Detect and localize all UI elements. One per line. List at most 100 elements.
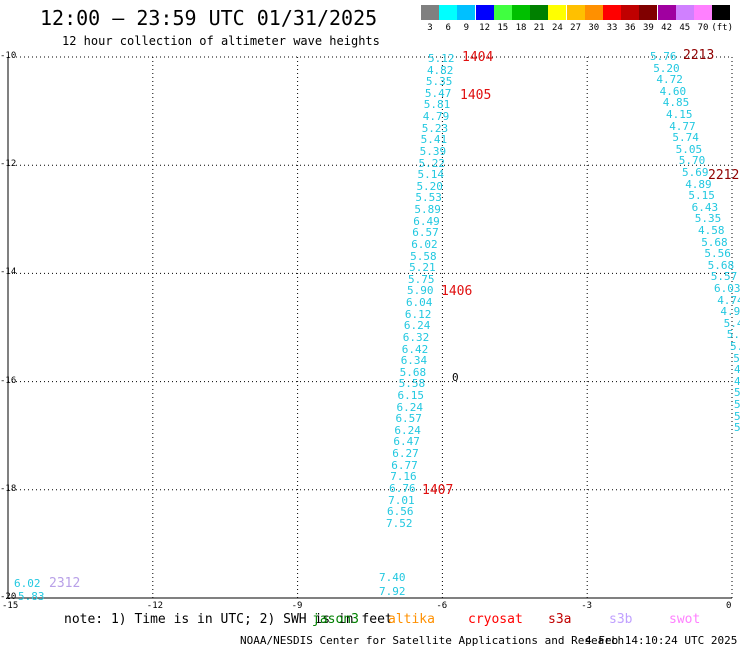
legend-label: 15 [497,23,509,33]
swh-value: 6.47 [393,435,420,449]
legend-label: 36 [624,23,636,33]
swh-value: 4.85 [662,96,690,110]
legend-label: 18 [515,23,527,33]
swh-value: 6.49 [413,214,440,228]
swh-value: 6.24 [394,423,421,437]
swh-value: 5.35 [694,212,722,226]
legend-swatch [603,5,621,20]
y-tick-label: -20 [0,592,17,602]
swh-value: 5.58 [410,249,437,263]
legend-label: 6 [445,23,451,33]
swh-value: 4.74 [717,293,740,307]
swh-value: 6.03 [714,282,740,295]
swh-value: 5.68 [399,365,427,379]
swh-value: 4.79 [422,110,450,124]
swh-value: 5.1 [734,386,740,400]
legend-swatch [694,5,712,20]
swh-value: 5.68 [701,235,728,249]
swh-value: 5.81 [423,98,451,112]
legend-label: 9 [463,23,470,33]
swh-value: 5.53 [415,191,442,205]
swh-value: 6.57 [412,226,439,240]
swh-value: 6.42 [401,342,429,356]
swh-value: 4.5 [734,363,740,377]
time-label: 1407 [422,483,454,498]
legend-swatch [512,5,530,20]
swh-value: 5.20 [653,61,680,75]
swh-value: 5.14 [730,340,740,353]
satellite-legend-altika: altika [388,612,435,627]
satellite-legend-swot: swot [669,612,701,627]
swh-value: 6.56 [387,505,414,519]
swh-value: 5.68 [707,258,735,272]
swh-value: 7.40 [379,571,406,584]
legend-label: 3 [427,23,433,33]
satellite-legend-jason3: jason3 [312,612,359,627]
page-title: 12:00 – 23:59 UTC 01/31/2025 [40,6,378,30]
swh-value: 6.12 [404,307,432,321]
swh-value: 5.21 [409,261,436,275]
x-tick-label: -15 [2,601,19,611]
swh-value: 4.72 [656,73,683,87]
swh-value: 5.47 [424,86,452,100]
swh-value: 5.74 [672,131,699,145]
swh-value: 6.77 [391,458,418,472]
satellite-legend-s3b: s3b [609,612,633,627]
y-tick-label: -14 [0,267,17,278]
swh-value: 6.15 [397,388,425,402]
swh-value: 6.57 [395,412,422,426]
x-tick-label: -6 [436,601,448,611]
swh-value: 6.04 [405,296,433,310]
swh-value: 6.76 [389,481,416,495]
swh-value: 5. [734,398,740,411]
note-row: note: 1) Time is in UTC; 2) SWH is in fe… [0,612,740,630]
swh-value: 5.90 [407,284,434,298]
swh-value: 4.77 [669,119,696,133]
swh-value: 5.39 [726,328,740,342]
swh-value: 5.35 [733,351,740,365]
legend-swatch [712,5,731,20]
swh-value: 6.02 [411,237,438,251]
swh-value: 5.39 [419,144,447,158]
legend-swatch [493,5,512,20]
legend-swatch [530,5,549,20]
time-label: 2213 [683,48,715,63]
swh-value: 5.23 [421,121,449,135]
legend-swatch [566,5,585,20]
swh-value: 4.89 [685,177,712,191]
legend-label: 30 [588,23,600,33]
swh-value: 7.52 [386,516,413,530]
legend-label: 21 [533,23,545,33]
swh-value: 5. [734,421,740,435]
legend-label: 45 [679,23,691,33]
swh-value: 5.58 [398,377,426,391]
legend-label: 12 [479,23,491,33]
y-tick-label: -12 [0,159,17,170]
swh-value: 6.27 [392,447,419,461]
time-label: 2212 [708,168,740,183]
swh-value: 7.16 [390,470,417,484]
satellite-legend-s3a: s3a [548,612,572,627]
time-label: 2312 [49,576,81,591]
x-tick-label: -3 [581,601,593,611]
swh-value: 4.58 [698,224,725,237]
legend-swatch [639,5,658,20]
swh-value: 5.41 [420,133,448,147]
swh-value: 5. [734,409,740,423]
grid-lines [7,56,733,599]
swh-value: 5.75 [408,272,435,286]
y-tick-label: -18 [0,483,17,494]
swh-value: 7.01 [388,493,415,507]
swh-value: 5.56 [704,247,731,261]
swh-value: 5.12 [428,52,455,65]
note-text: note: 1) Time is in UTC; 2) SWH is in fe… [64,612,393,627]
swh-value: 5.83 [18,590,45,603]
swh-value: 5.69 [682,166,709,179]
legend-label: 27 [570,23,582,33]
swh-value: 6.24 [396,400,424,414]
swh-value: 5.15 [688,189,715,203]
legend-swatch [657,5,676,20]
page-subtitle: 12 hour collection of altimeter wave hei… [62,34,380,48]
legend-swatch [475,5,494,20]
legend-swatch [421,5,439,20]
